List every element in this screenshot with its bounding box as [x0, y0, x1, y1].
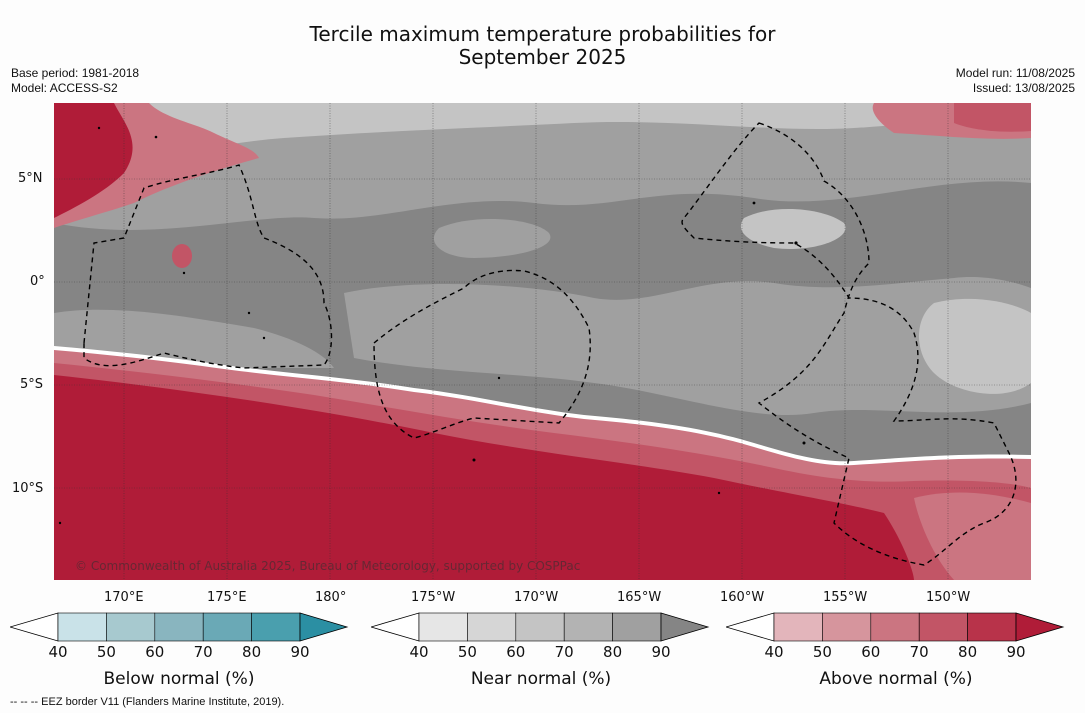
lon-label-170w: 170°W: [514, 590, 559, 605]
colorbar-segment: [773, 612, 823, 642]
colorbar-segment: [251, 612, 301, 642]
colorbar-near-min-arrow: [371, 612, 420, 642]
lon-label-180: 180°: [315, 590, 347, 605]
lon-label-165w: 165°W: [617, 590, 662, 605]
above-normal-se-patch: [914, 492, 1031, 580]
colorbar-near-title: Near normal (%): [470, 669, 612, 689]
near-normal-band-center-light: [919, 298, 1031, 394]
lat-label-5n: 5°N: [18, 171, 43, 186]
colorbar-segment: [106, 612, 156, 642]
colorbar-below-min-arrow: [10, 612, 59, 642]
colorbar-tick-label: 80: [603, 643, 623, 661]
colorbar-segment: [202, 612, 252, 642]
colorbar-above-normal: [726, 612, 1065, 642]
colorbar-segment: [418, 612, 468, 642]
island-dots: [58, 126, 806, 525]
colorbar-segment: [822, 612, 872, 642]
probability-map: [54, 103, 1031, 580]
colorbar-above-max-arrow: [1015, 612, 1065, 642]
model-label: Model: ACCESS-S2: [11, 81, 118, 95]
colorbar-tick-label: 60: [861, 643, 881, 661]
lon-label-160w: 160°W: [720, 590, 765, 605]
colorbar-near-max-arrow: [660, 612, 710, 642]
base-period-label: Base period: 1981-2018: [11, 66, 140, 80]
colorbar-tick-label: 80: [242, 643, 262, 661]
lat-label-5s: 5°S: [20, 377, 44, 392]
colorbar-below-normal: [10, 612, 349, 642]
eez-borders: [83, 122, 1017, 566]
near-normal-band-north-light: [54, 103, 1031, 173]
colorbar-above-min-arrow: [726, 612, 775, 642]
above-normal-ne-inner: [954, 103, 1031, 132]
colorbar-tick-label: 80: [958, 643, 978, 661]
colorbar-tick-label: 50: [457, 643, 477, 661]
grid-lines: [54, 103, 1031, 580]
colorbar-tick-label: 90: [290, 643, 310, 661]
lon-label-175w: 175°W: [411, 590, 456, 605]
colorbar-segment: [870, 612, 920, 642]
colorbar-tick-label: 40: [764, 643, 784, 661]
near-normal-blob: [433, 218, 551, 258]
colorbar-below-max-arrow: [299, 612, 349, 642]
colorbar-tick-label: 70: [193, 643, 213, 661]
model-run-label: Model run: 11/08/2025: [955, 66, 1075, 80]
lon-label-170e: 170°E: [104, 590, 144, 605]
colorbar-segment: [515, 612, 565, 642]
colorbar-tick-label: 70: [554, 643, 574, 661]
colorbar-above-segments: [773, 612, 1017, 642]
lat-label-0: 0°: [30, 274, 45, 289]
colorbar-segment: [154, 612, 204, 642]
colorbar-near-normal: [371, 612, 710, 642]
colorbar-segment: [563, 612, 613, 642]
colorbar-above-title: Above normal (%): [819, 669, 973, 689]
lon-label-150w: 150°W: [926, 590, 971, 605]
colorbar-segment: [612, 612, 662, 642]
colorbar-tick-label: 40: [48, 643, 68, 661]
chart-title-line1: Tercile maximum temperature probabilitie…: [309, 22, 776, 46]
colorbar-tick-label: 60: [506, 643, 526, 661]
above-normal-south-inner: [54, 375, 914, 580]
lat-label-10s: 10°S: [12, 481, 44, 496]
colorbar-tick-label: 60: [145, 643, 165, 661]
lon-label-175e: 175°E: [207, 590, 247, 605]
colorbar-tick-label: 70: [909, 643, 929, 661]
colorbar-tick-label: 90: [1006, 643, 1026, 661]
colorbar-segment: [467, 612, 517, 642]
colorbar-segment: [918, 612, 968, 642]
colorbar-tick-label: 50: [812, 643, 832, 661]
colorbar-below-title: Below normal (%): [103, 669, 255, 689]
colorbar-tick-label: 90: [651, 643, 671, 661]
above-normal-nw-inner: [54, 103, 133, 218]
above-normal-island-blob: [172, 244, 192, 268]
near-normal-blob-light: [740, 208, 846, 249]
colorbar-segment: [57, 612, 107, 642]
colorbar-tick-label: 40: [409, 643, 429, 661]
chart-title-line2: September 2025: [458, 45, 627, 69]
issued-label: Issued: 13/08/2025: [972, 81, 1075, 95]
near-normal-band-center: [344, 276, 1031, 416]
lon-label-155w: 155°W: [823, 590, 868, 605]
colorbar-near-segments: [418, 612, 662, 642]
colorbar-tick-label: 50: [96, 643, 116, 661]
colorbar-below-segments: [57, 612, 301, 642]
colorbar-segment: [967, 612, 1017, 642]
map-credit: © Commonwealth of Australia 2025, Bureau…: [75, 559, 581, 573]
eez-footnote: -- -- -- EEZ border V11 (Flanders Marine…: [10, 696, 285, 708]
